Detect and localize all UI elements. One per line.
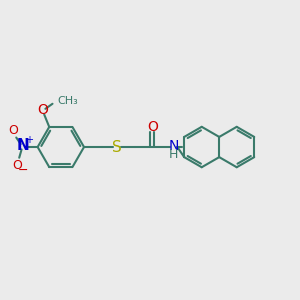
Text: +: +	[25, 136, 33, 146]
Text: N: N	[16, 138, 29, 153]
Text: O: O	[8, 124, 18, 137]
Text: H: H	[169, 148, 178, 161]
Text: O: O	[147, 120, 158, 134]
Text: CH₃: CH₃	[58, 96, 78, 106]
Text: O: O	[37, 103, 48, 117]
Text: O: O	[13, 159, 22, 172]
Text: S: S	[112, 140, 122, 154]
Text: N: N	[169, 139, 179, 152]
Text: −: −	[17, 164, 28, 177]
